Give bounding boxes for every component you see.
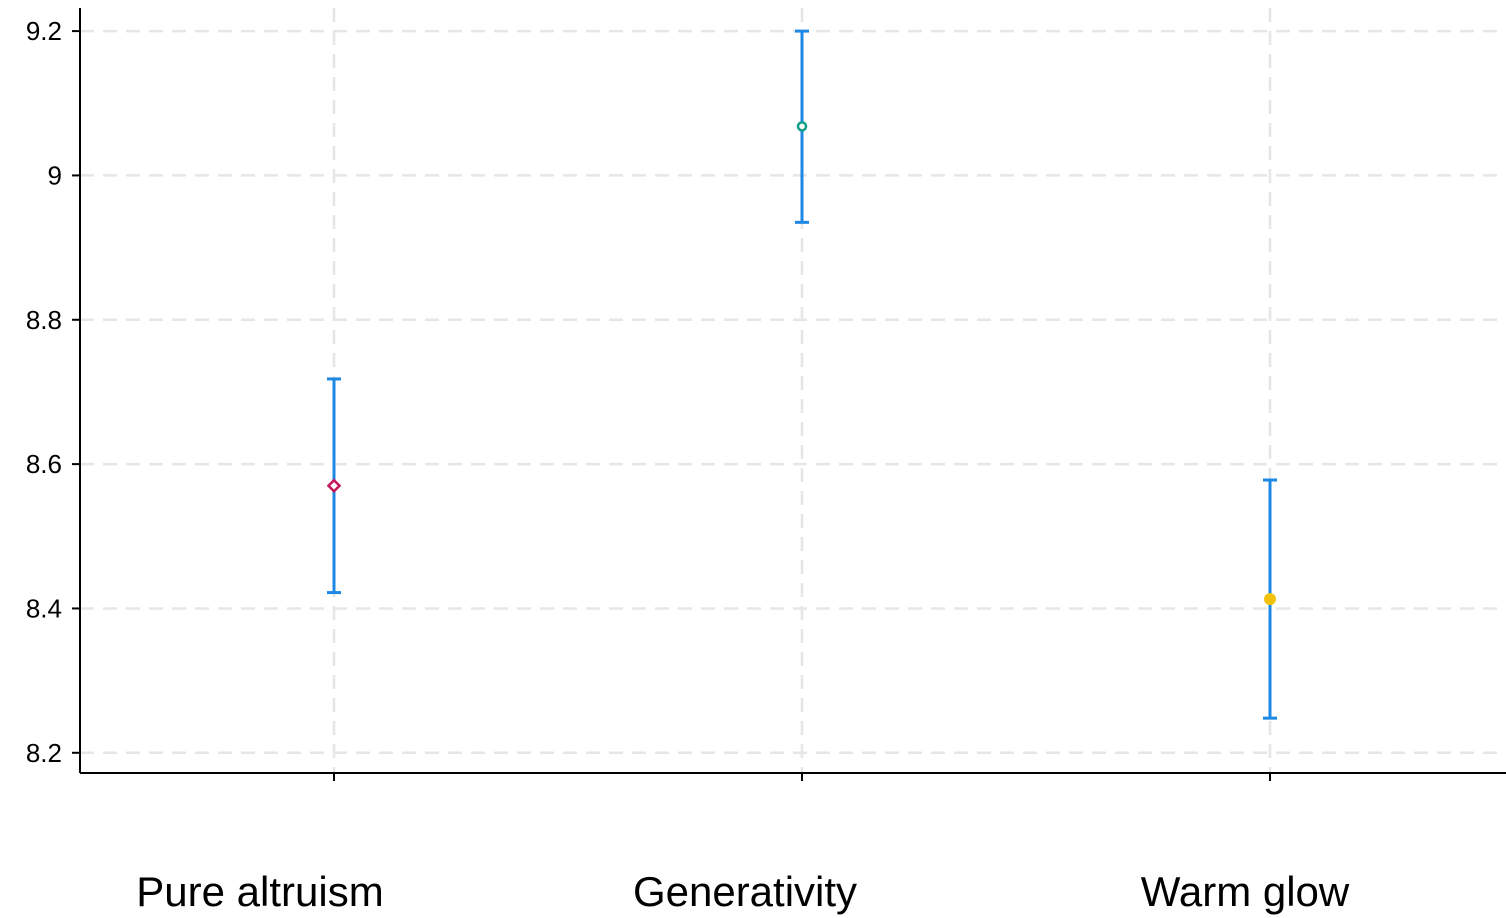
category-labels: Pure altruism Generativity Warm glow: [136, 868, 1350, 915]
data-point-marker: [326, 478, 342, 494]
y-tick-label: 8.4: [26, 593, 62, 623]
data-point-marker: [1264, 593, 1276, 606]
axes: [79, 8, 1506, 774]
y-tick-label: 8.6: [26, 449, 62, 479]
y-tick-label: 8.2: [26, 738, 62, 768]
y-tick-labels: 8.2 8.4 8.6 8.8 9 9.2: [26, 16, 80, 768]
grid-lines: [80, 8, 1506, 773]
x-category-label: Generativity: [633, 868, 857, 915]
x-category-label: Warm glow: [1141, 868, 1350, 915]
y-tick-label: 8.8: [26, 305, 62, 335]
data-point-marker: [796, 121, 808, 132]
data-marks: [326, 29, 1277, 781]
x-category-label: Pure altruism: [136, 868, 383, 915]
y-tick-label: 9.2: [26, 16, 62, 46]
y-tick-label: 9: [48, 160, 62, 190]
